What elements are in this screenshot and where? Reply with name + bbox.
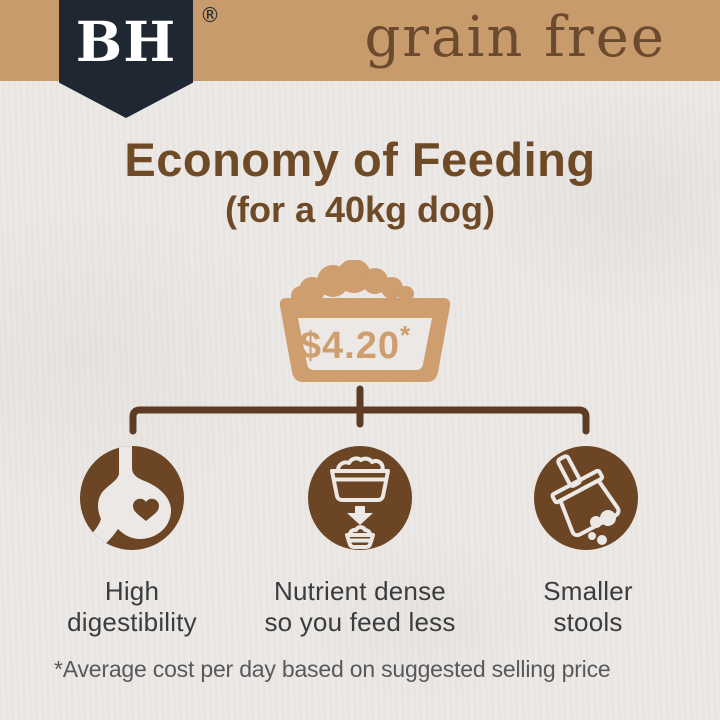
page-title: Economy of Feeding	[124, 133, 596, 186]
benefit-circle-nutrient-dense	[308, 446, 412, 550]
benefit-label-line: Nutrient dense	[274, 576, 446, 606]
benefit-label-line: digestibility	[67, 607, 197, 637]
grain-free-tagline: grain free	[364, 5, 666, 70]
benefit-label-line: so you feed less	[264, 607, 456, 637]
daily-cost-value: $4.20*	[250, 322, 460, 365]
page-subtitle: (for a 40kg dog)	[224, 188, 496, 230]
benefit-label-smaller-stools: Smaller stools	[478, 576, 698, 638]
footnote: *Average cost per day based on suggested…	[54, 656, 611, 682]
registered-trademark-symbol: ®	[200, 3, 220, 27]
benefit-label-nutrient-dense: Nutrient dense so you feed less	[250, 576, 470, 638]
benefit-label-digestibility: High digestibility	[22, 576, 242, 638]
benefit-label-line: Smaller	[543, 576, 633, 606]
poop-scoop-icon	[534, 446, 638, 550]
price-asterisk: *	[399, 320, 411, 350]
brand-pennant: BH	[59, 0, 193, 118]
price-text: $4.20	[299, 325, 400, 367]
benefit-label-line: stools	[553, 607, 623, 637]
stomach-heart-icon	[80, 446, 184, 550]
bowl-reduce-icon	[308, 446, 412, 550]
brand-logo: BH	[75, 9, 177, 74]
benefit-label-line: High	[104, 576, 160, 606]
heading-block: Economy of Feeding (for a 40kg dog)	[0, 134, 720, 229]
benefit-circle-smaller-stools	[534, 446, 638, 550]
dog-bowl-icon	[250, 260, 460, 388]
benefit-circle-digestibility	[80, 446, 184, 550]
dog-bowl-graphic	[279, 260, 451, 382]
